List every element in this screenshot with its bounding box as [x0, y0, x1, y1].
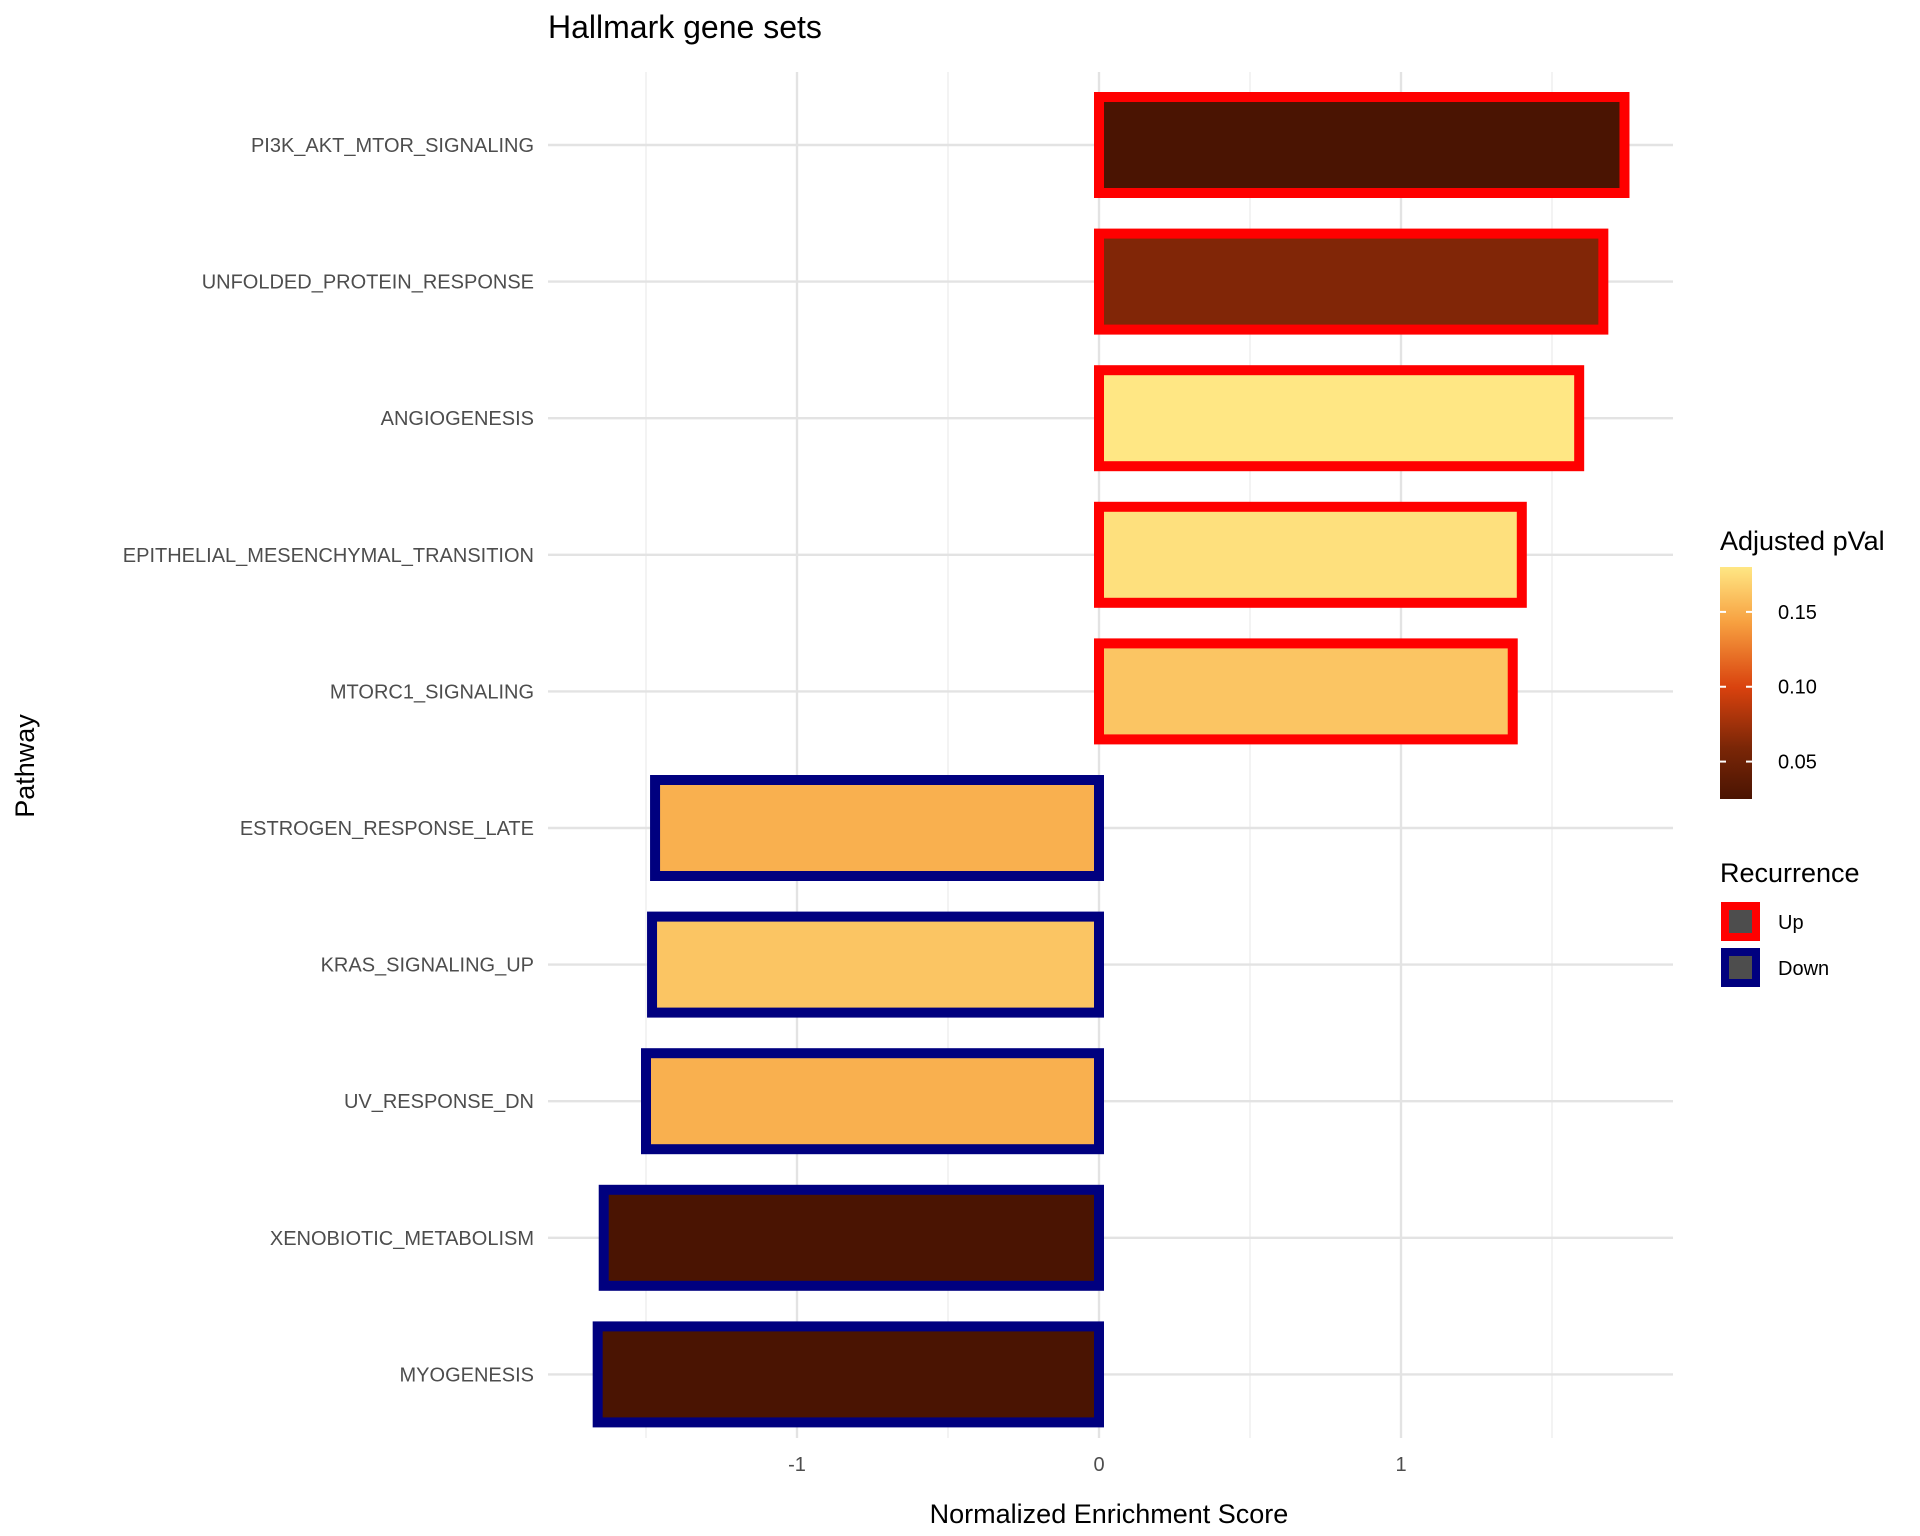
bar-epithelial-mesenchymal-transition: [1094, 501, 1527, 608]
bar-angiogenesis: [1094, 365, 1585, 472]
legend-label-down: Down: [1778, 958, 1829, 980]
x-tick-label: 0: [1093, 1454, 1104, 1476]
bar-myogenesis: [592, 1321, 1104, 1428]
y-tick-label: EPITHELIAL_MESENCHYMAL_TRANSITION: [123, 545, 534, 567]
y-tick-label: ESTROGEN_RESPONSE_LATE: [240, 818, 534, 840]
y-tick-label: XENOBIOTIC_METABOLISM: [270, 1228, 534, 1250]
bar-mtorc1-signaling: [1094, 638, 1518, 745]
y-tick-label: UV_RESPONSE_DN: [344, 1091, 534, 1113]
bar-pi3k-akt-mtor-signaling: [1094, 92, 1630, 198]
fill-legend: Adjusted pVal 0.05 0.10 0.15: [1720, 526, 1885, 799]
legend-label-up: Up: [1778, 912, 1804, 934]
bar-kras-signaling-up: [647, 911, 1104, 1018]
legend-key-down: [1721, 948, 1760, 987]
y-tick-label: UNFOLDED_PROTEIN_RESPONSE: [202, 272, 534, 294]
y-tick-label: ANGIOGENESIS: [381, 408, 534, 430]
colorbar-ticks: 0.05 0.10 0.15: [1720, 602, 1817, 774]
colorbar-tick-label: 0.15: [1778, 602, 1817, 624]
y-tick-label: MYOGENESIS: [400, 1364, 534, 1386]
colorbar-tick-label: 0.05: [1778, 752, 1817, 774]
fill-legend-title: Adjusted pVal: [1720, 526, 1885, 556]
legend-key-up: [1721, 902, 1760, 941]
x-axis-title: Normalized Enrichment Score: [930, 1499, 1289, 1529]
chart-title: Hallmark gene sets: [548, 9, 822, 45]
y-tick-label: MTORC1_SIGNALING: [330, 681, 534, 703]
outline-legend: Recurrence Up Down: [1720, 858, 1860, 987]
bar-estrogen-response-late: [650, 775, 1104, 881]
x-tick-label: 1: [1395, 1454, 1406, 1476]
bar-xenobiotic-metabolism: [598, 1184, 1104, 1291]
outline-legend-title: Recurrence: [1720, 858, 1860, 888]
y-tick-labels: PI3K_AKT_MTOR_SIGNALING UNFOLDED_PROTEIN_…: [123, 135, 534, 1386]
x-tick-label: -1: [788, 1454, 806, 1476]
outline-legend-items: Up Down: [1721, 902, 1829, 987]
colorbar: [1720, 567, 1752, 799]
x-tick-labels: -1 0 1: [788, 1454, 1406, 1476]
bars: [592, 92, 1630, 1428]
colorbar-tick-label: 0.10: [1778, 677, 1817, 699]
y-axis-title: Pathway: [10, 714, 40, 818]
bar-uv-response-dn: [641, 1048, 1104, 1155]
y-tick-label: KRAS_SIGNALING_UP: [321, 955, 534, 977]
y-tick-label: PI3K_AKT_MTOR_SIGNALING: [251, 135, 534, 157]
bar-unfolded-protein-response: [1094, 228, 1609, 335]
